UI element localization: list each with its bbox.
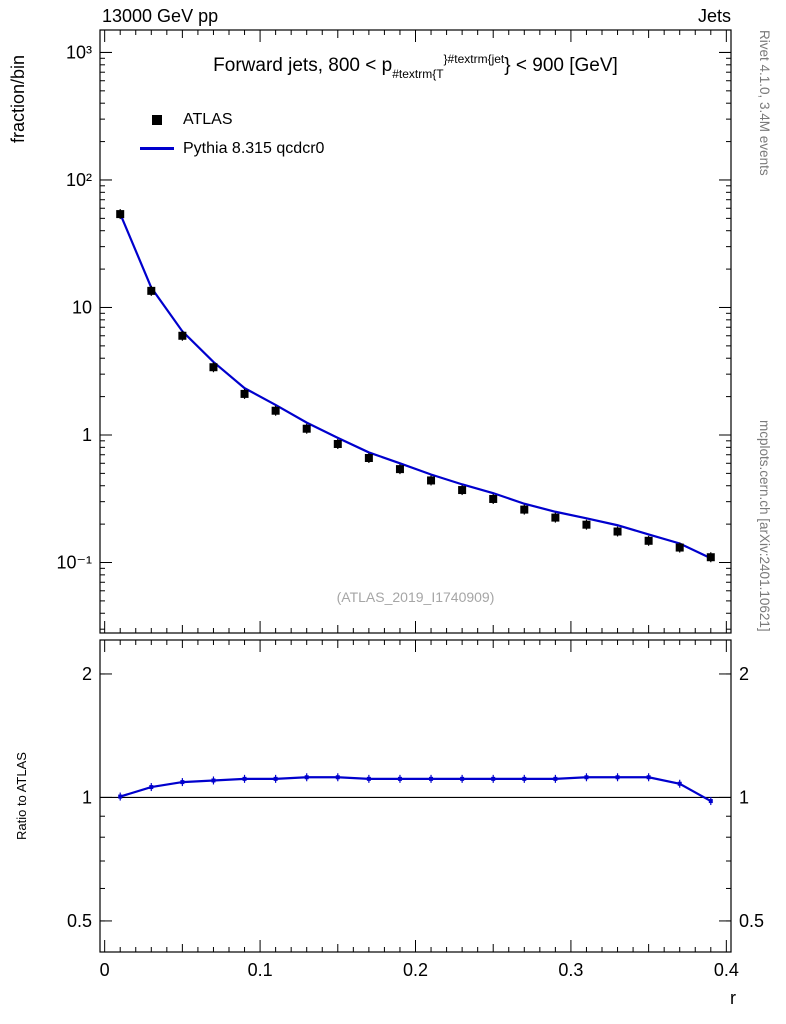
legend-label-mc: Pythia 8.315 qcdcr0 [183, 139, 325, 157]
beam-energy-label: 13000 GeV pp [102, 6, 219, 26]
main-y-axis-title: fraction/bin [8, 54, 28, 143]
svg-text:1: 1 [82, 425, 92, 445]
mc-line-icon [140, 147, 174, 150]
svg-text:10: 10 [72, 297, 92, 317]
svg-text:10⁻¹: 10⁻¹ [56, 553, 92, 573]
svg-text:1: 1 [739, 787, 749, 807]
legend-item-mc: Pythia 8.315 qcdcr0 [139, 134, 324, 163]
svg-text:10²: 10² [66, 170, 92, 190]
svg-text:0: 0 [100, 960, 110, 980]
legend-item-data: ATLAS [139, 105, 324, 134]
analysis-id-watermark: (ATLAS_2019_I1740909) [336, 589, 495, 605]
title-suffix: } < 900 [GeV] [504, 55, 618, 76]
svg-text:2: 2 [739, 664, 749, 684]
svg-text:2: 2 [82, 664, 92, 684]
svg-text:10³: 10³ [66, 42, 92, 62]
svg-text:0.4: 0.4 [714, 960, 739, 980]
svg-text:0.2: 0.2 [403, 960, 428, 980]
legend-label-data: ATLAS [183, 110, 233, 128]
x-axis-title: r [730, 988, 736, 1008]
mcplots-arxiv-note: mcplots.cern.ch [arXiv:2401.10621] [757, 420, 772, 632]
svg-text:1: 1 [82, 787, 92, 807]
svg-text:0.3: 0.3 [558, 960, 583, 980]
ratio-y-axis-title: Ratio to ATLAS [14, 752, 29, 840]
plot-title: Forward jets, 800 < p#textrm{T}#textrm{j… [100, 52, 731, 81]
title-prefix: Forward jets, 800 < p [213, 55, 393, 76]
data-marker-icon [152, 114, 162, 125]
svg-text:0.5: 0.5 [67, 911, 92, 931]
svg-text:0.1: 0.1 [248, 960, 273, 980]
process-label: Jets [697, 6, 731, 26]
rivet-version-note: Rivet 4.1.0, 3.4M events [757, 30, 772, 176]
title-superscript: }#textrm{jet [443, 52, 505, 66]
svg-text:0.5: 0.5 [739, 911, 764, 931]
title-subscript: #textrm{T [392, 67, 444, 81]
legend: ATLAS Pythia 8.315 qcdcr0 [139, 105, 324, 163]
